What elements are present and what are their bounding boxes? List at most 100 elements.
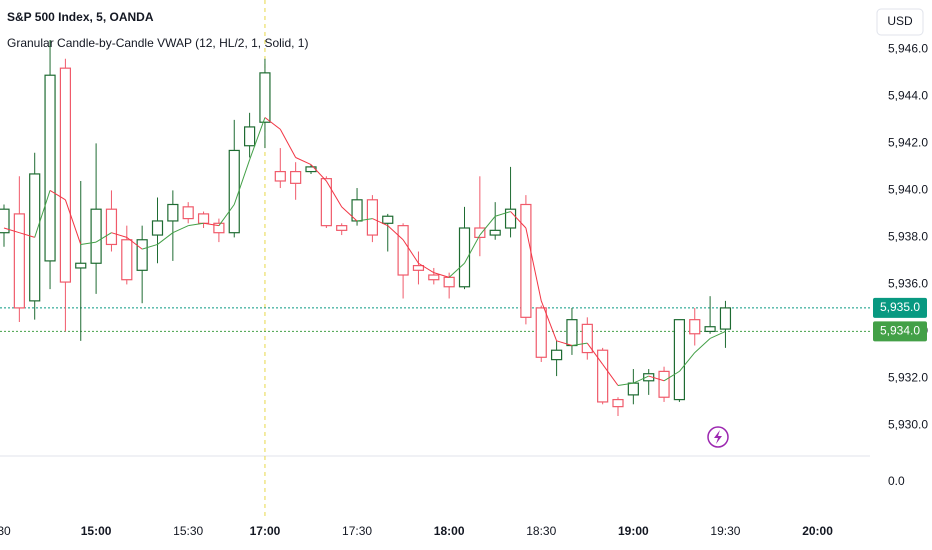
vwap-line: [80, 241, 97, 245]
candle-body: [520, 203, 532, 318]
vwap-line: [325, 180, 343, 208]
vwap-line: [49, 189, 66, 201]
x-tick-label: 19:30: [710, 524, 740, 538]
candle-body: [397, 225, 409, 276]
y-tick-label: 5,930.0: [888, 418, 928, 432]
candle-body: [458, 227, 471, 288]
candle-body: [13, 213, 25, 309]
candle-body: [182, 206, 194, 220]
candle-body: [105, 208, 118, 246]
currency-label[interactable]: USD: [887, 14, 913, 28]
candle-body: [244, 126, 256, 147]
price-label-bg: [873, 321, 927, 342]
candle-body: [228, 149, 240, 234]
y-tick-label: 5,932.0: [888, 371, 928, 385]
vwap-line: [372, 218, 388, 227]
vwap-line: [540, 300, 558, 342]
candle-body: [197, 213, 210, 224]
candle-body: [412, 265, 425, 271]
y-tick-label: 5,946.0: [888, 42, 928, 56]
x-tick-label: 15:00: [81, 524, 112, 538]
vwap-line: [448, 262, 465, 278]
vwap-line: [218, 204, 235, 226]
candle-body: [612, 398, 624, 408]
indicator-label: Granular Candle-by-Candle VWAP (12, HL/2…: [7, 36, 308, 50]
x-tick-label: 30: [0, 524, 11, 538]
candle-body: [0, 208, 10, 234]
candle-body: [167, 203, 179, 222]
vwap-line: [510, 211, 527, 229]
vwap-line: [172, 225, 189, 234]
vwap-line: [295, 157, 312, 165]
x-tick-label: 18:00: [434, 524, 465, 538]
candle-body: [44, 74, 56, 262]
candle-body: [90, 208, 102, 264]
vwap-line: [464, 234, 481, 264]
price-label: 5,934.0: [880, 324, 920, 338]
vwap-line: [279, 129, 297, 158]
vwap-line: [633, 375, 649, 384]
vwap-line: [387, 225, 404, 241]
candle-body: [136, 239, 148, 271]
vwap-line: [126, 237, 143, 250]
vwap-line: [617, 382, 634, 386]
vwap-line: [663, 370, 680, 382]
vwap-line: [586, 342, 604, 365]
candle-body: [489, 229, 501, 236]
candle-body: [290, 170, 302, 184]
candle-body: [719, 307, 732, 330]
x-tick-label: 18:30: [526, 524, 556, 538]
candle-body: [566, 319, 578, 347]
vwap-line: [188, 222, 204, 227]
candle-body: [121, 239, 133, 281]
vwap-line: [679, 352, 696, 372]
candle-body: [59, 67, 72, 283]
currency-button[interactable]: [876, 8, 924, 36]
candle-body: [428, 274, 440, 281]
candle-body: [366, 199, 378, 236]
vwap-line: [356, 218, 373, 222]
candle-body: [75, 262, 87, 269]
price-label-bg: [873, 297, 927, 318]
vwap-line: [602, 364, 619, 386]
candle-body: [336, 225, 348, 231]
candle-body: [550, 349, 563, 361]
candle-body: [581, 323, 593, 354]
y-tick-label: 5,942.0: [888, 136, 928, 150]
chart-title: S&P 500 Index, 5, OANDA: [7, 10, 154, 24]
candle-body: [274, 170, 286, 182]
y-tick-label: 5,944.0: [888, 89, 928, 103]
candle-body: [689, 319, 701, 335]
candle-body: [658, 370, 670, 398]
candle-body: [474, 227, 486, 239]
price-label: 5,935.0: [880, 300, 920, 314]
candle-body: [535, 307, 547, 358]
vwap-line: [479, 215, 496, 236]
candle-body: [382, 215, 394, 224]
x-tick-label: 19:00: [618, 524, 649, 538]
vwap-line: [19, 232, 35, 238]
vwap-line: [64, 199, 82, 245]
candle-body: [597, 349, 609, 403]
alert-icon[interactable]: [707, 426, 729, 448]
vwap-line: [433, 272, 450, 278]
vwap-line: [34, 190, 51, 238]
vwap-line: [249, 117, 266, 161]
vwap-line: [264, 117, 281, 130]
y-tick-label: 0.0: [888, 474, 905, 488]
vwap-line: [310, 164, 327, 182]
vwap-line: [157, 232, 174, 245]
vwap-line: [525, 227, 542, 301]
candle-body: [320, 178, 332, 227]
candle-body: [627, 382, 639, 396]
vwap-line: [341, 206, 358, 222]
y-tick-label: 5,936.0: [888, 277, 928, 291]
vwap-line: [402, 239, 419, 264]
candle-body: [673, 319, 686, 401]
y-tick-label: 5,940.0: [888, 183, 928, 197]
vwap-line: [556, 340, 573, 347]
x-tick-label: 17:00: [250, 524, 281, 538]
candle-body: [504, 208, 517, 229]
candle-body: [151, 220, 164, 236]
